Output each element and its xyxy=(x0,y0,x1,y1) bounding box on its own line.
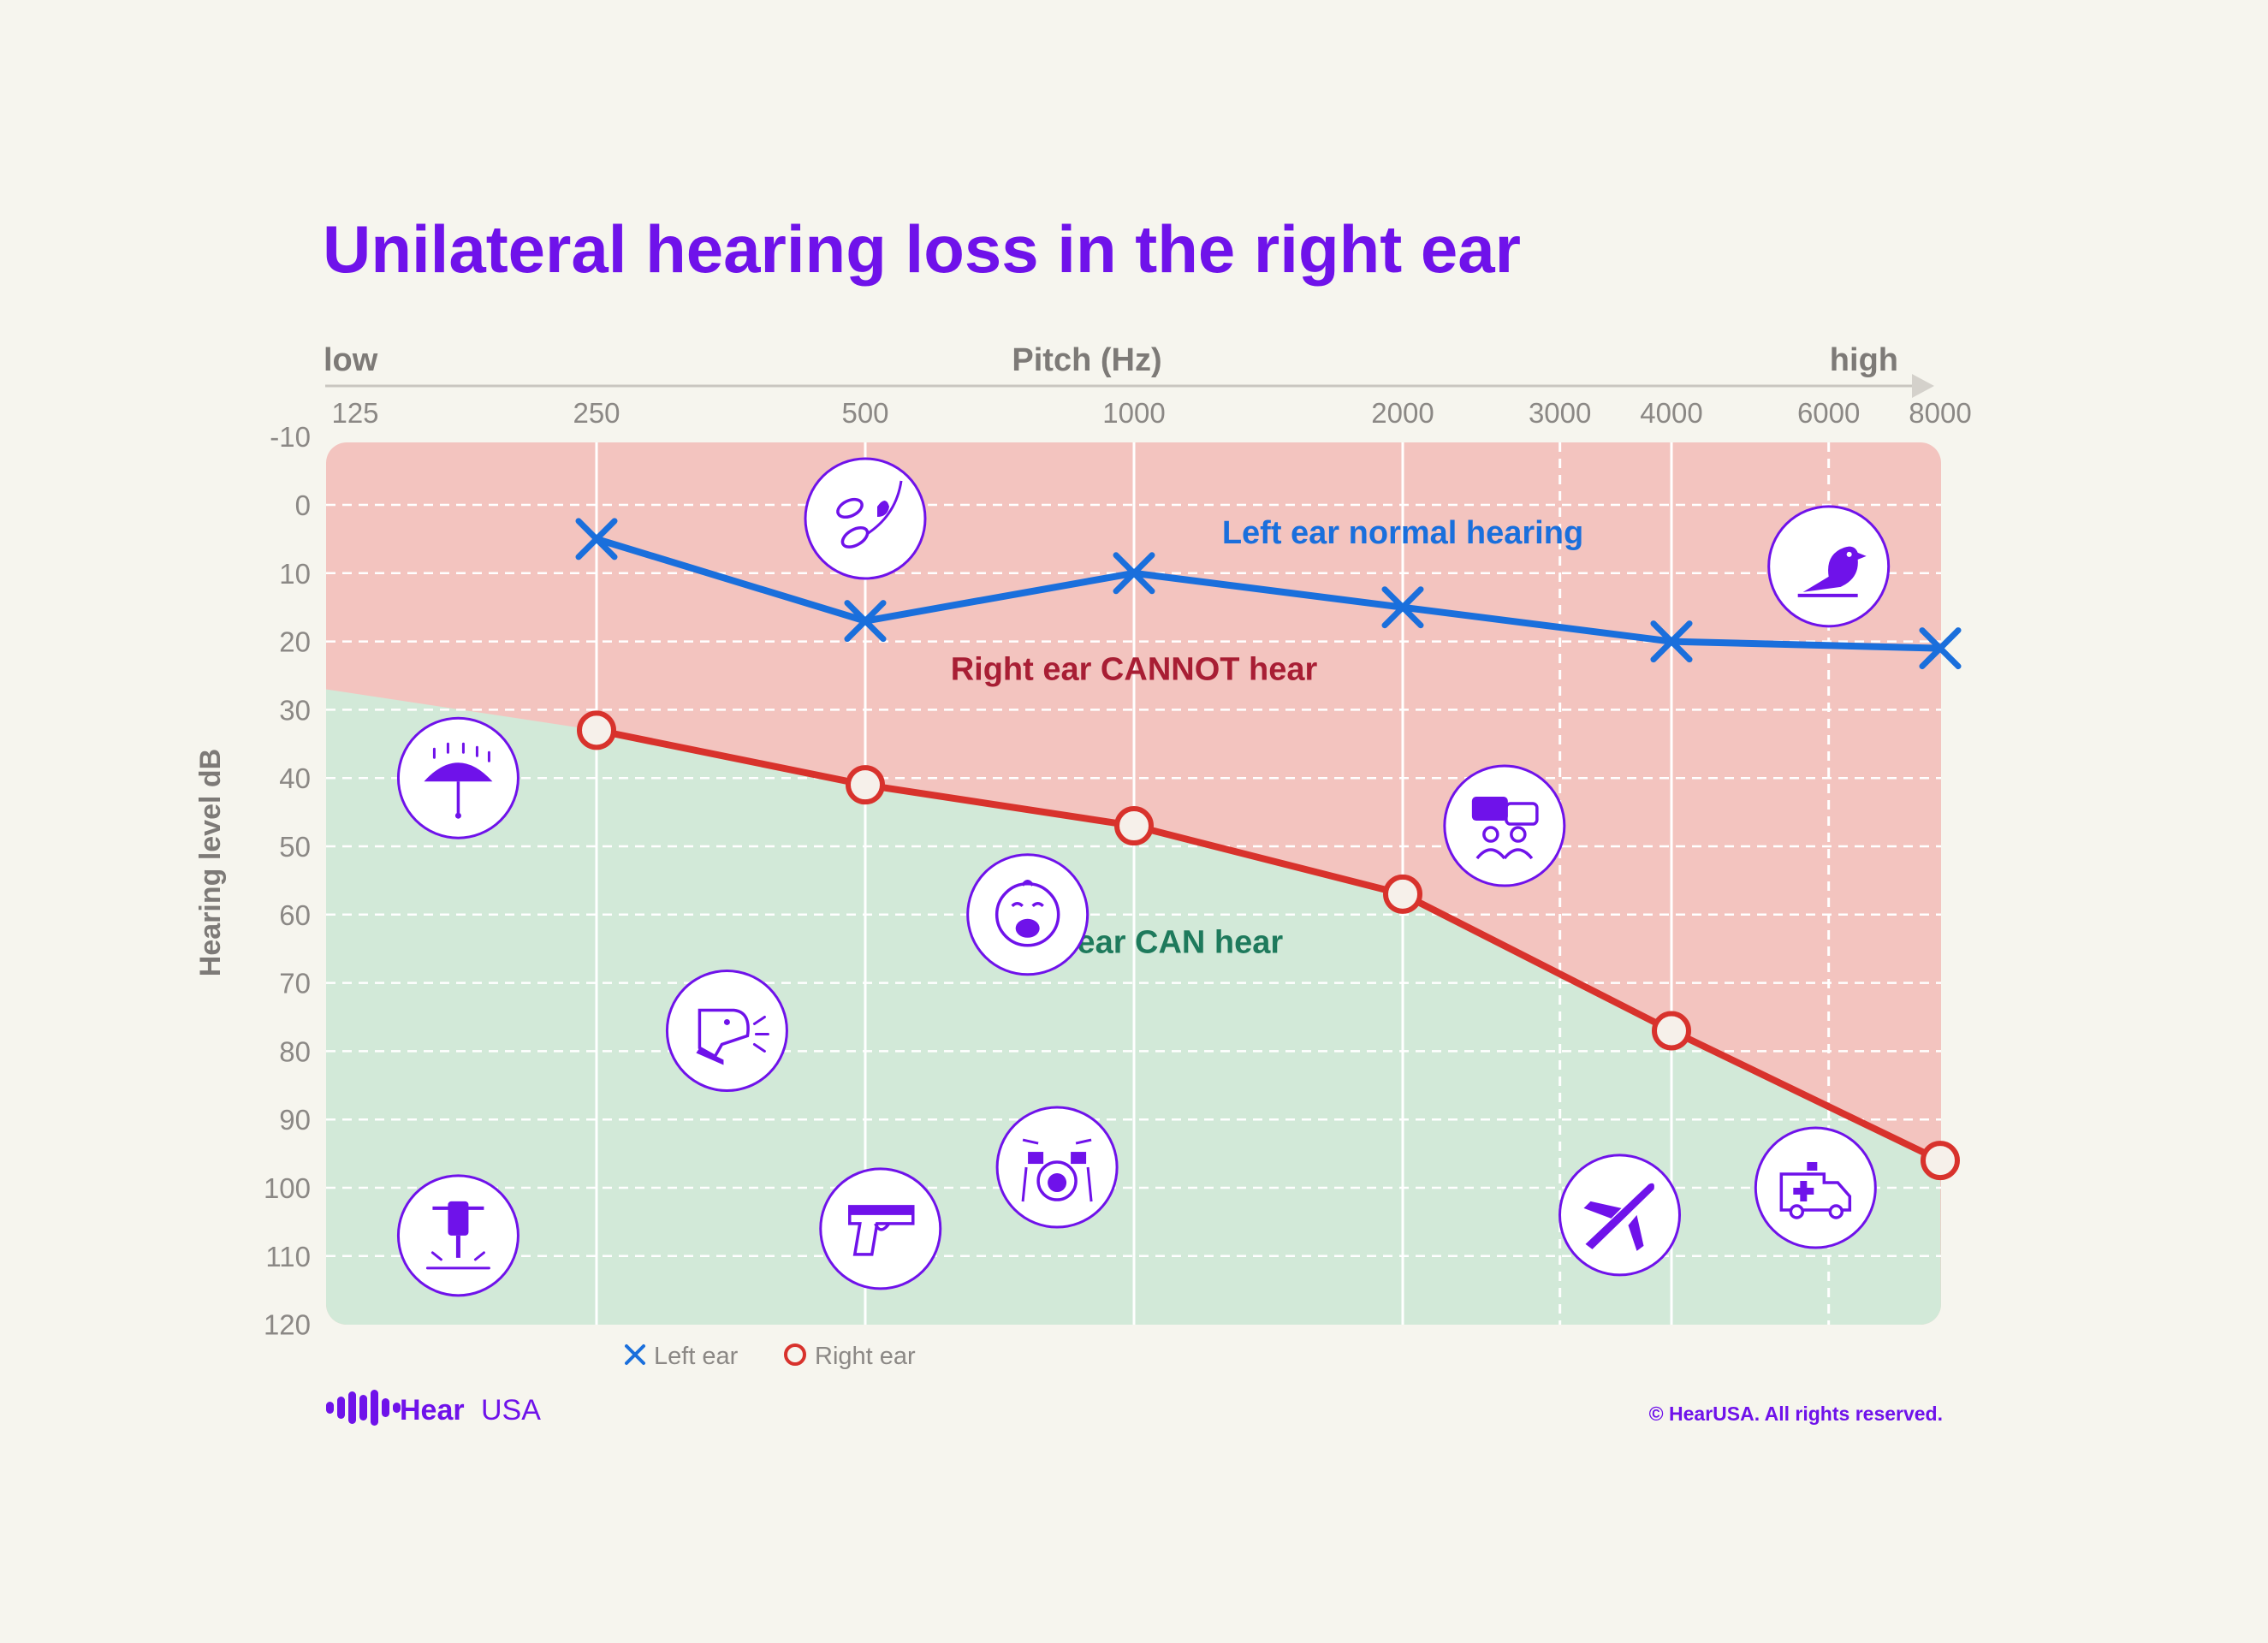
y-tick--10: -10 xyxy=(270,421,311,453)
barking-dog-icon xyxy=(665,969,788,1092)
x-tick-3000: 3000 xyxy=(1529,397,1591,429)
ambulance-icon xyxy=(1754,1126,1877,1249)
y-tick-10: 10 xyxy=(279,558,311,590)
y-tick-120: 120 xyxy=(264,1309,311,1341)
copyright-notice: © HearUSA. All rights reserved. xyxy=(1649,1403,1943,1425)
y-tick-20: 20 xyxy=(279,626,311,658)
left-ear-point-1000 xyxy=(1113,552,1155,595)
airplane-icon xyxy=(1559,1154,1682,1277)
drums-icon xyxy=(995,1106,1119,1229)
plot-area xyxy=(326,442,1941,1325)
left-ear-point-250-stroke-b xyxy=(575,518,618,561)
x-tick-6000: 6000 xyxy=(1797,397,1860,429)
logo-suffix: USA xyxy=(481,1394,541,1427)
x-tick-labels: 125 250 500 1000 2000 3000 4000 6000 8000 xyxy=(331,397,1971,429)
leaves-icon xyxy=(804,457,927,580)
right-ear-point-2000 xyxy=(1383,874,1422,914)
cannot-hear-label: Right ear CANNOT hear xyxy=(951,652,1318,688)
x-tick-125: 125 xyxy=(331,397,378,429)
crying-baby-icon xyxy=(966,853,1089,976)
right-ear-point-4000 xyxy=(1652,1011,1691,1051)
legend-right-ear-marker xyxy=(784,1343,806,1366)
x-tick-8000: 8000 xyxy=(1909,397,1971,429)
y-tick-90: 90 xyxy=(279,1104,311,1136)
conversation-icon xyxy=(1443,764,1566,887)
y-tick-60: 60 xyxy=(279,899,311,931)
chart-title: Unilateral hearing loss in the right ear xyxy=(323,211,1521,287)
x-tick-2000: 2000 xyxy=(1371,397,1434,429)
left-ear-point-500 xyxy=(844,600,887,643)
legend-left-ear-marker xyxy=(625,1344,645,1365)
left-ear-point-4000 xyxy=(1650,620,1693,663)
right-ear-point-500 xyxy=(846,765,885,805)
y-tick-110: 110 xyxy=(265,1241,311,1272)
x-high-label: high xyxy=(1830,342,1898,378)
left-ear-point-2000-stroke-b xyxy=(1381,586,1424,629)
left-ear-point-250 xyxy=(575,518,618,561)
x-tick-500: 500 xyxy=(841,397,888,429)
sound-icons xyxy=(396,457,1891,1297)
right-ear-point-250 xyxy=(577,710,616,750)
y-tick-100: 100 xyxy=(264,1172,311,1204)
x-tick-4000: 4000 xyxy=(1640,397,1702,429)
x-tick-1000: 1000 xyxy=(1102,397,1165,429)
left-ear-normal-label: Left ear normal hearing xyxy=(1222,515,1583,551)
right-ear-point-1000 xyxy=(1114,806,1154,846)
x-low-label: low xyxy=(324,342,378,378)
legend-left-ear-label: Left ear xyxy=(654,1343,739,1370)
y-tick-50: 50 xyxy=(279,831,311,863)
handgun-icon xyxy=(819,1167,942,1290)
data-series xyxy=(575,518,1962,1181)
jackhammer-icon xyxy=(396,1174,520,1297)
left-ear-point-2000 xyxy=(1381,586,1424,629)
rain-umbrella-icon xyxy=(396,716,520,839)
left-ear-line xyxy=(593,535,1944,652)
left-ear-point-500-stroke-b xyxy=(844,600,887,643)
y-tick-70: 70 xyxy=(279,968,311,999)
left-ear-point-8000 xyxy=(1919,627,1962,670)
y-tick-40: 40 xyxy=(279,762,311,794)
y-tick-0: 0 xyxy=(295,489,311,521)
right-ear-line xyxy=(593,727,1944,1165)
x-axis-arrow-head xyxy=(1912,374,1934,398)
y-tick-30: 30 xyxy=(279,694,311,726)
bird-icon xyxy=(1767,505,1891,628)
left-ear-point-4000-stroke-b xyxy=(1650,620,1693,663)
legend-right-ear-label: Right ear xyxy=(815,1343,916,1370)
y-axis-title: Hearing level dB xyxy=(194,749,227,976)
left-ear-point-1000-stroke-b xyxy=(1113,552,1155,595)
y-tick-80: 80 xyxy=(279,1035,311,1067)
x-tick-250: 250 xyxy=(573,397,620,429)
right-ear-point-8000 xyxy=(1921,1141,1960,1181)
x-axis-title: Pitch (Hz) xyxy=(1012,342,1161,378)
y-tick-labels: -10 0 10 20 30 40 50 60 70 80 90 100 110 120 xyxy=(264,421,311,1340)
sound-wave-icon xyxy=(326,1390,401,1426)
legend: Left ear Right ear xyxy=(625,1343,916,1370)
left-ear-point-8000-stroke-b xyxy=(1919,627,1962,670)
hearusa-logo: Hear USA xyxy=(326,1390,541,1427)
logo-word: Hear xyxy=(400,1394,465,1427)
